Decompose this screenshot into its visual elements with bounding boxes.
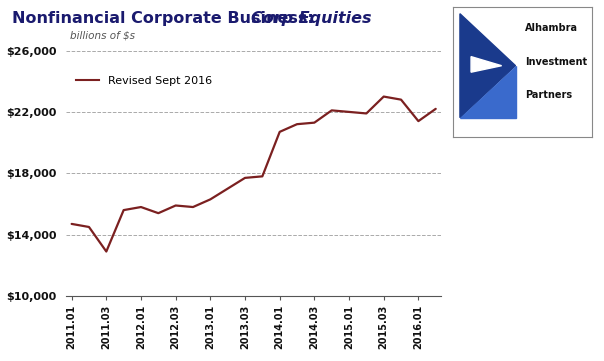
Text: Corp Equities: Corp Equities <box>251 11 371 26</box>
Polygon shape <box>471 57 501 72</box>
Polygon shape <box>460 14 516 118</box>
Text: Partners: Partners <box>525 90 573 100</box>
Legend: Revised Sept 2016: Revised Sept 2016 <box>72 71 216 91</box>
Text: Investment: Investment <box>525 57 587 67</box>
Text: billions of $s: billions of $s <box>70 31 135 41</box>
Polygon shape <box>460 66 516 118</box>
Text: Alhambra: Alhambra <box>525 23 578 33</box>
Text: Nonfinancial Corporate Business:: Nonfinancial Corporate Business: <box>12 11 325 26</box>
